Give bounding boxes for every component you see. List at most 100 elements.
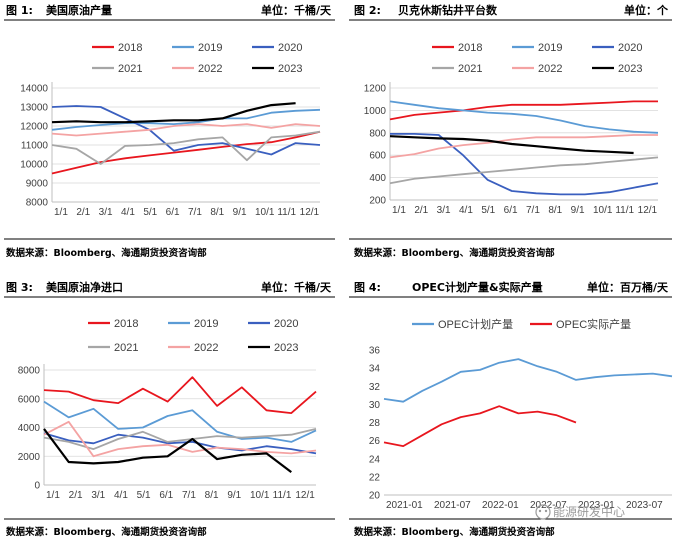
y-tick-label: 32 (369, 382, 381, 393)
panel2-unit: 单位：个 (624, 3, 669, 17)
chart-us-crude-production: 8000 9000 10000 11000 12000 13000 14000 1/1 2/1 3… (20, 42, 321, 218)
series-line-2019 (51, 108, 321, 131)
y-tick-label: 20 (369, 491, 381, 502)
legend-label: 2020 (618, 42, 642, 54)
y-tick-label: 2000 (18, 452, 41, 463)
panel4-unit: 单位：百万桶/天 (587, 280, 669, 294)
x-tick-label: 5/1 (143, 207, 157, 218)
x-tick-label: 12/1 (295, 490, 315, 501)
y-tick-label: 400 (369, 173, 386, 184)
y-tick-label: 200 (369, 196, 386, 207)
panel2-title: 贝克休斯钻井平台数 (398, 3, 498, 17)
legend-label: 2018 (118, 42, 142, 54)
legend-label: 2021 (458, 63, 482, 75)
x-tick-label: 1/1 (46, 490, 60, 501)
x-tick-label: 7/1 (182, 490, 196, 501)
x-tick-label: 3/1 (437, 205, 451, 216)
legend-label: 2023 (618, 63, 642, 75)
legend-label: OPEC计划产量 (438, 317, 513, 331)
watermark-logo-icon (535, 504, 551, 520)
x-tick-label: 2023-01 (578, 500, 615, 511)
x-tick-label: 9/1 (571, 205, 585, 216)
y-tick-label: 8000 (26, 198, 49, 209)
x-tick-label: 12/1 (638, 205, 658, 216)
x-tick-label: 2/1 (69, 490, 83, 501)
x-tick-label: 10/1 (255, 207, 275, 218)
legend-label: 2019 (198, 42, 222, 54)
x-tick-label: 6/1 (159, 490, 173, 501)
y-tick-label: 24 (369, 454, 381, 465)
panel1-fig-label: 图 1: (6, 4, 33, 17)
x-tick-label: 2/1 (414, 205, 428, 216)
series-line-2023 (389, 135, 634, 155)
y-tick-label: 22 (369, 472, 381, 483)
legend-label: 2022 (198, 63, 222, 75)
y-tick-label: 34 (369, 364, 381, 375)
x-tick-label: 8/1 (210, 207, 224, 218)
x-tick-label: 2022-07 (530, 500, 567, 511)
x-tick-label: 9/1 (227, 490, 241, 501)
x-tick-label: 7/1 (188, 207, 202, 218)
series-line-2023 (51, 102, 296, 124)
x-tick-label: 3/1 (99, 207, 113, 218)
x-tick-label: 8/1 (205, 490, 219, 501)
series-line-2020 (51, 105, 321, 156)
series-line-2019 (389, 100, 659, 134)
x-tick-label: 1/1 (54, 207, 68, 218)
y-tick-label: 800 (369, 128, 386, 139)
panel1-source: 数据来源：Bloomberg、海通期货投资咨询部 (5, 247, 207, 259)
x-tick-label: 10/1 (250, 490, 270, 501)
watermark-text: 能源研发中心 (553, 504, 625, 519)
y-tick-label: 10000 (20, 160, 48, 171)
y-tick-label: 12000 (20, 122, 48, 133)
watermark: 能源研发中心 (535, 504, 625, 520)
y-tick-label: 26 (369, 436, 381, 447)
x-tick-label: 2023-07 (626, 500, 663, 511)
series-line-2018 (389, 100, 658, 121)
x-tick-label: 4/1 (121, 207, 135, 218)
x-tick-label: 12/1 (300, 207, 320, 218)
y-tick-label: 9000 (26, 179, 49, 190)
legend-label: 2019 (538, 42, 562, 54)
series-line-OPEC-1 (383, 405, 577, 448)
y-tick-label: 36 (369, 346, 381, 357)
legend-label: 2020 (278, 42, 302, 54)
legend-label: 2022 (538, 63, 562, 75)
chart-baker-hughes-rig-count: 200 400 600 800 1000 1200 1/1 2/1 3/1 4/1 5/1 6/1 7/… (364, 42, 659, 216)
legend-label: 2018 (458, 42, 482, 54)
panel4-fig-label: 图 4: (354, 281, 381, 294)
series-line-2022 (389, 134, 658, 159)
x-tick-label: 10/1 (593, 205, 613, 216)
panel4-title: OPEC计划产量&实际产量 (412, 280, 543, 294)
legend-label: 2023 (274, 342, 298, 354)
panel3-unit: 单位：千桶/天 (261, 280, 332, 294)
y-tick-label: 0 (34, 481, 40, 492)
series-line-2022 (51, 123, 321, 137)
panel2-fig-label: 图 2: (354, 4, 381, 17)
legend-label: 2022 (194, 342, 218, 354)
x-tick-label: 4/1 (114, 490, 128, 501)
series-line-2020 (43, 432, 317, 455)
series-line-2018 (43, 376, 317, 415)
panel3-fig-label: 图 3: (6, 281, 33, 294)
x-tick-label: 2022-01 (482, 500, 519, 511)
series-line-2021 (43, 428, 317, 451)
chart-opec-planned-vs-actual: 20 22 24 26 28 30 32 34 36 2021-01 2021-07 2022-01 2… (369, 317, 673, 511)
series-line-2023 (43, 428, 292, 473)
x-tick-label: 11/1 (277, 207, 296, 218)
x-tick-label: 11/1 (615, 205, 634, 216)
x-tick-label: 2/1 (76, 207, 90, 218)
panel1-title: 美国原油产量 (46, 3, 112, 17)
panel2-source: 数据来源：Bloomberg、海通期货投资咨询部 (353, 247, 555, 259)
legend-label: 2019 (194, 318, 218, 330)
y-tick-label: 4000 (18, 423, 41, 434)
legend-label: 2021 (114, 342, 138, 354)
x-tick-label: 11/1 (273, 490, 292, 501)
x-tick-label: 2021-01 (386, 500, 423, 511)
series-line-2020 (390, 132, 659, 196)
legend-label: OPEC实际产量 (556, 317, 631, 331)
y-tick-label: 13000 (20, 103, 48, 114)
y-tick-label: 600 (369, 151, 386, 162)
